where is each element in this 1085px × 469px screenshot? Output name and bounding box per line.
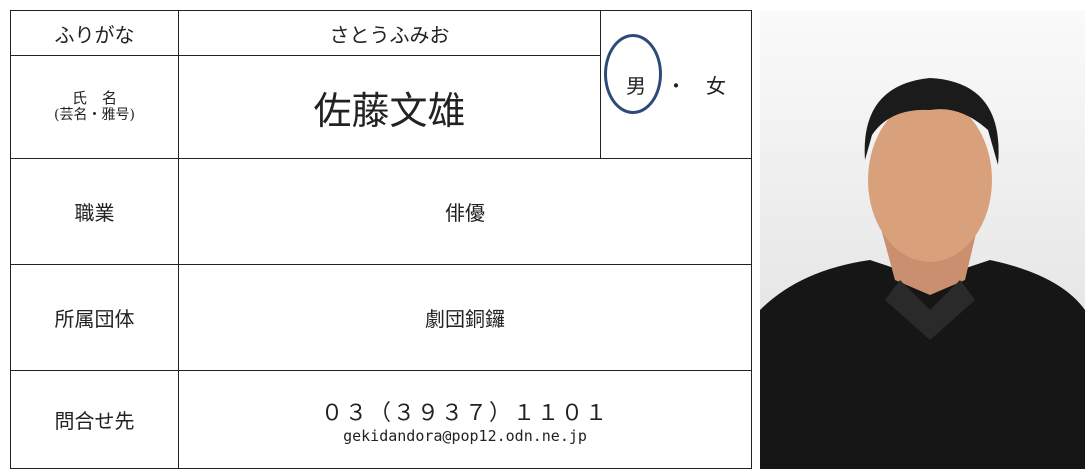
affiliation-label: 所属団体 — [54, 307, 135, 331]
gender-cell: 男・女 — [600, 10, 752, 159]
name-label-sub: (芸名・雅号) — [54, 107, 135, 123]
furigana-label: ふりがな — [54, 22, 135, 47]
label-cell: 氏 名 (芸名・雅号) — [10, 55, 179, 159]
selection-circle — [604, 34, 662, 114]
value-cell: さとうふみお — [178, 10, 601, 56]
hair — [864, 78, 999, 165]
collar — [885, 280, 975, 340]
contact-label: 問合せ先 — [54, 409, 135, 433]
value-cell: 劇団銅鑼 — [178, 264, 752, 371]
contact-email: gekidandora@pop12.odn.ne.jp — [343, 426, 587, 445]
contact-phone: ０３（３９３７）１１０１ — [320, 400, 609, 426]
name-label: 氏 名 — [71, 89, 117, 107]
shirt — [760, 260, 1085, 469]
occupation-label: 職業 — [74, 201, 115, 225]
gender-separator: ・ — [666, 74, 686, 98]
label-cell: ふりがな — [10, 10, 179, 56]
label-cell: 所属団体 — [10, 264, 179, 371]
gender-option: 女 — [706, 74, 726, 98]
value-cell: ０３（３９３７）１１０１ gekidandora@pop12.odn.ne.jp — [178, 370, 752, 469]
value-cell: 俳優 — [178, 158, 752, 265]
occupation-value: 俳優 — [445, 201, 485, 225]
value-cell: 佐藤文雄 — [178, 55, 601, 159]
affiliation-value: 劇団銅鑼 — [425, 307, 505, 331]
label-cell: 職業 — [10, 158, 179, 265]
face — [868, 98, 992, 262]
label-cell: 問合せ先 — [10, 370, 179, 469]
gender-option: 男 — [604, 34, 662, 114]
name-value: 佐藤文雄 — [313, 88, 466, 133]
furigana-value: さとうふみお — [329, 22, 450, 47]
photo — [760, 10, 1085, 469]
